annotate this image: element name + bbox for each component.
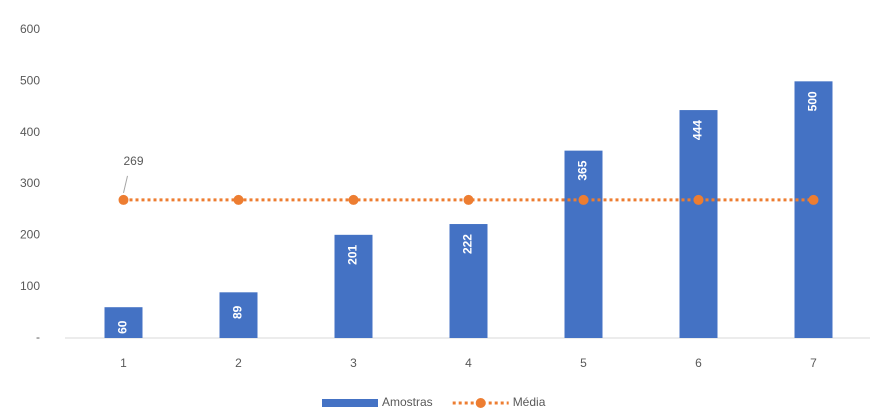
- x-tick-label: 3: [350, 356, 357, 370]
- bar: [679, 110, 718, 338]
- y-tick-label: -: [36, 330, 40, 344]
- data-label: 444: [691, 120, 705, 140]
- y-tick-label: 200: [20, 228, 40, 242]
- marker: [808, 194, 819, 205]
- y-tick-label: 400: [20, 125, 40, 139]
- marker: [463, 194, 474, 205]
- legend-marker: [475, 398, 486, 408]
- bar: [219, 292, 258, 338]
- marker: [348, 194, 359, 205]
- leader-line: [123, 175, 128, 194]
- marker: [693, 194, 704, 205]
- data-label: 222: [461, 234, 475, 254]
- data-label: 500: [806, 91, 820, 111]
- legend-label: Amostras: [382, 395, 433, 409]
- bar: [104, 307, 143, 338]
- marker: [233, 194, 244, 205]
- data-label: 269: [123, 154, 143, 168]
- bar: [564, 150, 603, 338]
- x-tick-label: 4: [465, 356, 472, 370]
- legend-label: Média: [513, 395, 546, 409]
- x-tick-label: 2: [235, 356, 242, 370]
- marker: [118, 194, 129, 205]
- data-label: 89: [231, 305, 245, 319]
- y-tick-label: 600: [20, 22, 40, 36]
- marker: [578, 194, 589, 205]
- bar: [794, 81, 833, 338]
- bar: [449, 224, 488, 338]
- legend-swatch: [322, 399, 378, 407]
- data-label: 365: [576, 160, 590, 180]
- data-label: 60: [116, 320, 130, 334]
- x-tick-label: 6: [695, 356, 702, 370]
- x-tick-label: 1: [120, 356, 127, 370]
- y-tick-label: 100: [20, 279, 40, 293]
- x-tick-label: 7: [810, 356, 817, 370]
- y-tick-label: 500: [20, 74, 40, 88]
- data-label: 201: [346, 244, 360, 264]
- x-tick-label: 5: [580, 356, 587, 370]
- bar: [334, 234, 373, 338]
- y-tick-label: 300: [20, 176, 40, 190]
